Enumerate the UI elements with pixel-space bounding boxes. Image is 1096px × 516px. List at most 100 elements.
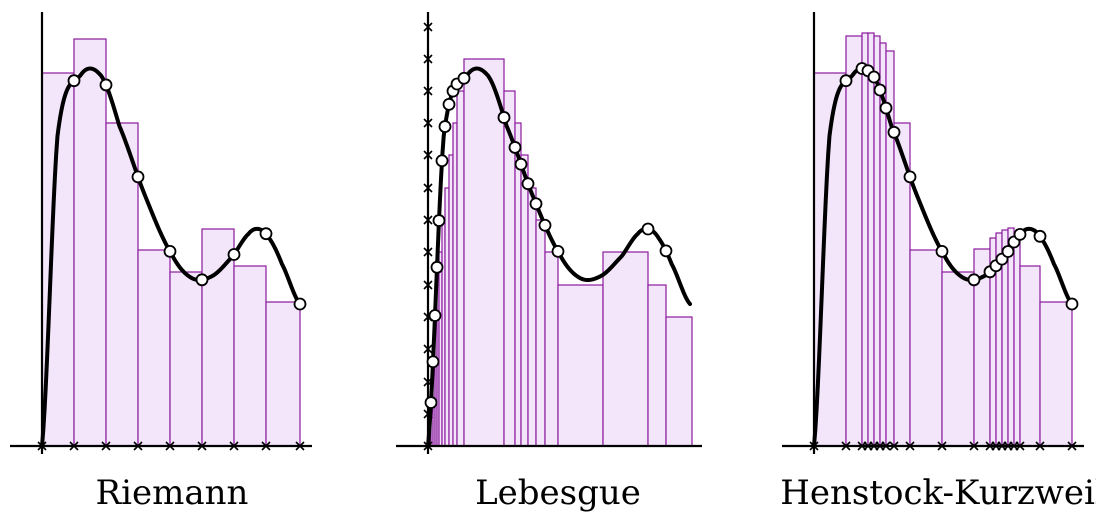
bar [265, 301, 301, 447]
sample-point [1033, 229, 1047, 243]
sample-point [430, 260, 444, 274]
bar [873, 35, 881, 447]
sample-point [514, 157, 528, 171]
bar [1019, 265, 1041, 447]
sample-point [67, 74, 81, 88]
bar [520, 154, 529, 447]
partition-tick [841, 441, 851, 451]
sample-point [508, 141, 522, 154]
sample-point [867, 70, 881, 84]
bar [73, 38, 107, 447]
range-tick [423, 183, 433, 193]
range-tick [423, 215, 433, 225]
henstock-kurzweil-label: Henstock-Kurzweil [780, 473, 1096, 513]
sample-point [659, 244, 673, 258]
range-tick [423, 280, 433, 290]
partition-tick [133, 441, 143, 451]
partition-tick [37, 441, 47, 451]
bar [647, 284, 667, 447]
sample-point [839, 74, 853, 88]
sample-point [497, 111, 511, 124]
bar [602, 251, 649, 447]
sample-point [529, 197, 543, 211]
bar [557, 284, 604, 447]
sample-point [163, 244, 177, 258]
bar [867, 32, 875, 447]
sample-point [259, 227, 273, 241]
partition-tick [165, 441, 175, 451]
bar [201, 228, 235, 447]
bar [233, 265, 267, 447]
sample-point [428, 309, 442, 322]
partition-tick [809, 441, 819, 451]
partition-tick [881, 441, 891, 451]
range-tick [423, 86, 433, 96]
bar [448, 154, 454, 447]
partition-tick [1015, 441, 1025, 451]
sample-point [1065, 297, 1079, 311]
bar [845, 35, 863, 447]
sample-point [195, 273, 209, 287]
sample-point [887, 125, 901, 139]
range-tick [423, 377, 433, 387]
bar [941, 271, 975, 447]
sample-point [903, 170, 917, 184]
sample-point [424, 396, 438, 409]
bar [169, 271, 203, 447]
range-tick [423, 150, 433, 160]
partition-tick [229, 441, 239, 451]
sample-point [641, 222, 655, 236]
sample-point [131, 170, 145, 184]
bar [1039, 301, 1073, 447]
sample-point [99, 78, 113, 92]
lebesgue-label: Lebesgue [475, 473, 641, 513]
bar [1013, 240, 1021, 447]
sample-point [457, 71, 471, 85]
partition-tick [261, 441, 271, 451]
sample-point [442, 97, 456, 111]
bar [665, 316, 693, 447]
bar [1007, 227, 1015, 447]
range-tick [423, 118, 433, 128]
partition-tick [937, 441, 947, 451]
partition-tick [69, 441, 79, 451]
bar [105, 122, 139, 447]
lebesgue-panel [396, 12, 702, 454]
bar [535, 219, 546, 447]
sample-point [293, 297, 307, 311]
sample-point [432, 214, 446, 227]
partition-tick [905, 441, 915, 451]
bar [137, 249, 171, 447]
sample-point [426, 355, 440, 369]
sample-point [227, 248, 241, 261]
range-tick [423, 22, 433, 32]
sample-point [521, 177, 535, 191]
riemann-panel [10, 12, 312, 454]
bar [909, 249, 943, 447]
bar [544, 251, 559, 447]
bar [452, 122, 458, 447]
partition-tick [197, 441, 207, 451]
sample-point [879, 101, 893, 115]
partition-tick [295, 441, 305, 451]
range-tick [423, 409, 433, 419]
sample-point [435, 154, 449, 168]
sample-point [438, 120, 452, 133]
sample-point [935, 244, 949, 258]
sample-point [1013, 227, 1027, 241]
bar [514, 122, 522, 447]
sample-point [1001, 245, 1015, 258]
partition-tick [969, 441, 979, 451]
partition-tick [423, 441, 433, 451]
range-tick [423, 344, 433, 354]
bar [456, 90, 465, 447]
sample-point [873, 83, 887, 97]
sample-point [967, 273, 981, 287]
riemann-label: Riemann [96, 473, 249, 513]
sample-point [538, 218, 552, 232]
partition-tick [1035, 441, 1045, 451]
henstock-kurzweil-panel [782, 12, 1084, 454]
range-tick [423, 54, 433, 64]
bar [861, 32, 869, 447]
